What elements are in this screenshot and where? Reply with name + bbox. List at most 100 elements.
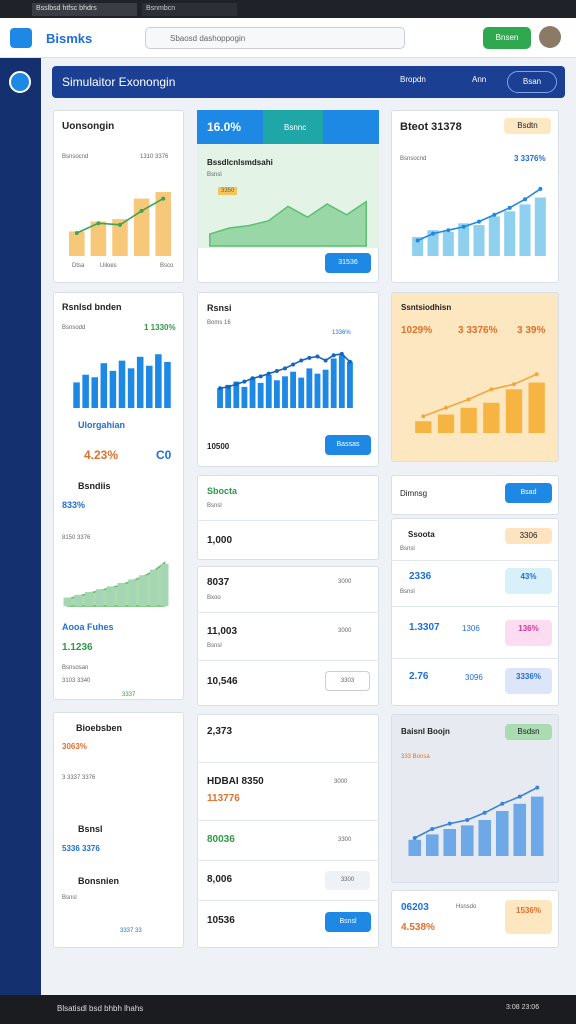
label: 3103 3340 [62, 678, 91, 684]
divider [391, 658, 559, 659]
app-header: Bismks Sbaosd dashoppogin Bnsen [0, 18, 576, 58]
bar [225, 384, 232, 408]
label: Bsnsl [207, 503, 222, 509]
bar [106, 586, 115, 606]
point [415, 238, 420, 243]
label: 3063% [62, 742, 87, 751]
label: 113776 [207, 793, 240, 804]
bar [330, 358, 337, 408]
label[interactable]: Bsnmbcn [142, 3, 237, 16]
point [446, 228, 451, 233]
bar [322, 369, 329, 408]
label[interactable]: Bsnsl [325, 912, 371, 932]
bar [483, 402, 500, 433]
label: Bsnsl [400, 589, 415, 595]
divider [391, 606, 559, 607]
point [161, 196, 166, 201]
label: 3 39% [517, 325, 546, 336]
label: 16.0% [207, 120, 242, 134]
label[interactable]: Ulorgahian [78, 420, 126, 430]
point [507, 205, 512, 210]
bar [90, 221, 107, 256]
kpi-tab [263, 110, 323, 144]
bar [415, 421, 432, 433]
point [139, 208, 144, 213]
point [323, 358, 328, 363]
label: 1536% [505, 900, 552, 934]
point [523, 197, 527, 202]
label: Hsnsdo [456, 904, 477, 910]
chart [412, 186, 546, 256]
bar [139, 575, 147, 606]
divider [197, 860, 379, 861]
avatar[interactable] [539, 26, 561, 48]
bar [109, 370, 117, 408]
bar [128, 579, 137, 606]
point [291, 362, 296, 367]
label: Bsndiis [78, 481, 111, 491]
bar [458, 223, 470, 256]
label[interactable]: Bsad [505, 483, 552, 503]
bar [473, 225, 485, 256]
point [299, 358, 304, 363]
label: 3306 [505, 528, 552, 544]
chart [209, 200, 367, 247]
label: Bsnsocnd [400, 156, 427, 162]
card [197, 566, 379, 706]
label[interactable]: Bsslbsd htfsc bhdrs [32, 3, 137, 16]
area [209, 200, 367, 247]
chart [69, 192, 171, 256]
label: 5336 3376 [62, 844, 100, 853]
label[interactable]: 31536 [325, 253, 371, 273]
label: 2336 [409, 571, 432, 582]
bar [412, 237, 424, 256]
label: 3337 33 [120, 928, 142, 934]
point [534, 372, 539, 377]
label: Uonsongin [62, 121, 115, 132]
bar [233, 381, 240, 408]
bar [63, 597, 72, 606]
divider [197, 520, 379, 521]
label[interactable]: Aooa Fuhes [62, 622, 114, 632]
label: Bsnsosan [62, 665, 89, 671]
point [444, 405, 448, 410]
label: Bonsnien [78, 876, 120, 886]
label[interactable]: Bnsen [483, 27, 531, 49]
bar [443, 829, 457, 856]
chart [217, 351, 353, 408]
label: HDBAI 8350 [207, 776, 264, 787]
label: Sbocta [207, 486, 238, 496]
bar [425, 834, 439, 856]
label: Bismks [46, 31, 93, 46]
label[interactable]: 3303 [325, 671, 370, 691]
label: Rsnlsd bnden [62, 302, 122, 312]
bar [478, 820, 492, 856]
label: 8150 3376 [62, 535, 91, 541]
label[interactable]: Bropdn [400, 75, 426, 84]
label[interactable]: Ann [472, 75, 487, 84]
label[interactable]: Bsan [507, 71, 557, 93]
nav-icon[interactable] [9, 71, 31, 93]
bar [74, 594, 83, 606]
label[interactable]: Sbaosd dashoppogin [145, 27, 405, 49]
label: Bteot 31378 [400, 121, 462, 133]
divider [197, 762, 379, 763]
bar [513, 803, 527, 856]
bar [273, 380, 280, 408]
bar [146, 365, 153, 408]
card [53, 712, 184, 948]
divider [197, 612, 379, 613]
point [226, 384, 231, 389]
label: 3300 [338, 837, 352, 843]
card [197, 714, 379, 948]
bar [290, 371, 297, 408]
chart [415, 372, 545, 433]
point [421, 414, 426, 419]
label: 2.76 [409, 671, 429, 682]
bar [460, 825, 474, 856]
label[interactable]: Bassas [325, 435, 371, 455]
label: Bsnsocnd [62, 154, 89, 160]
label: Bsco [160, 263, 174, 269]
point [347, 359, 352, 364]
label: Dimnsg [400, 489, 428, 498]
